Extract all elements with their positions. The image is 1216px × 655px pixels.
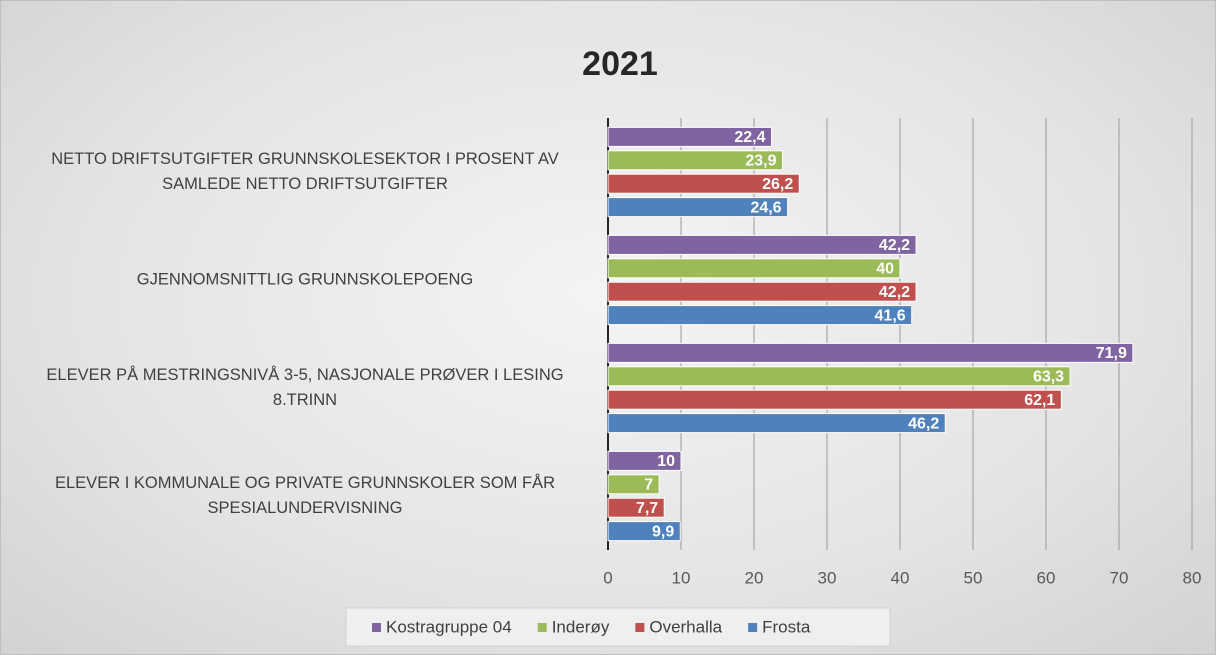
value-label: 46,2 [908, 415, 939, 432]
bar [607, 521, 681, 542]
value-label: 23,9 [745, 153, 776, 170]
legend-marker [635, 623, 645, 632]
legend-marker [372, 623, 381, 632]
value-label: 7,7 [636, 500, 658, 517]
bar [607, 305, 913, 326]
value-label: 22,4 [734, 129, 765, 146]
value-label: 7 [644, 477, 653, 494]
value-label: 40 [876, 261, 894, 278]
y-tick-label: NETTO DRIFTSUTGIFTER GRUNNSKOLESEKTOR I … [51, 150, 559, 193]
bar [607, 389, 1062, 410]
y-tick-label: ELEVER I KOMMUNALE OG PRIVATE GRUNNSKOLE… [55, 474, 555, 517]
x-tick-label: 10 [672, 568, 691, 587]
value-label: 63,3 [1033, 369, 1064, 386]
legend-marker [537, 623, 547, 632]
bar [607, 497, 665, 518]
legend-label: Kostragruppe 04 [386, 617, 512, 636]
value-label: 26,2 [762, 176, 793, 193]
value-label: 24,6 [750, 199, 781, 216]
x-tick-label: 80 [1183, 568, 1202, 587]
y-tick-label: GJENNOMSNITTLIG GRUNNSKOLEPOENG [136, 270, 474, 289]
x-tick-label: 20 [745, 568, 764, 587]
x-tick-label: 30 [818, 568, 837, 587]
chart-title: 2021 [582, 45, 658, 83]
x-tick-label: 50 [964, 568, 983, 587]
value-label: 71,9 [1096, 345, 1127, 362]
bar [607, 450, 682, 471]
value-label: 9,9 [652, 523, 674, 540]
x-tick-label: 40 [891, 568, 910, 587]
bar [607, 150, 783, 171]
bar [607, 342, 1134, 363]
legend-label: Frosta [762, 617, 811, 636]
value-label: 10 [657, 453, 675, 470]
bar [607, 366, 1071, 387]
x-tick-label: 0 [603, 568, 612, 587]
bar [607, 474, 660, 495]
value-label: 41,6 [875, 307, 906, 324]
value-label: 62,1 [1024, 392, 1055, 409]
bar [607, 281, 917, 302]
bar [607, 126, 773, 147]
bar [607, 413, 946, 434]
value-label: 42,2 [879, 284, 910, 301]
y-tick-label: ELEVER PÅ MESTRINGSNIVÅ 3-5, NASJONALE P… [46, 366, 564, 409]
legend-label: Overhalla [649, 617, 722, 636]
bar [607, 173, 800, 194]
x-tick-label: 60 [1037, 568, 1056, 587]
value-label: 42,2 [879, 237, 910, 254]
bar [607, 197, 789, 218]
bar [607, 258, 901, 279]
legend-label: Inderøy [552, 617, 610, 636]
legend-box [345, 607, 891, 647]
x-tick-label: 70 [1110, 568, 1129, 587]
legend-marker [748, 623, 758, 632]
bar [607, 234, 917, 255]
